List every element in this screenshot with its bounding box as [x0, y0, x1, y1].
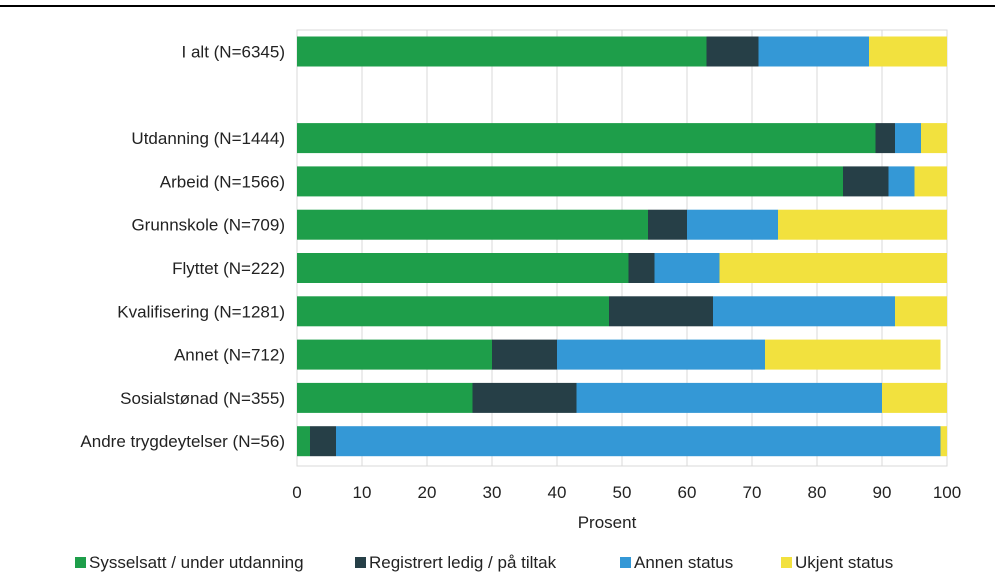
category-label: Utdanning (N=1444) — [131, 129, 285, 148]
category-label: Flyttet (N=222) — [172, 259, 285, 278]
bar-segment — [297, 253, 629, 283]
legend-label: Ukjent status — [795, 553, 893, 572]
category-label: Grunnskole (N=709) — [131, 216, 285, 235]
category-label: Annet (N=712) — [174, 346, 285, 365]
legend-swatch — [620, 557, 631, 568]
bar-segment — [940, 426, 947, 457]
category-label: Sosialstønad (N=355) — [120, 389, 285, 408]
x-tick-label: 50 — [613, 483, 632, 502]
bar-segment — [843, 166, 889, 197]
bar-segment — [869, 36, 947, 67]
category-label: Arbeid (N=1566) — [160, 172, 285, 191]
legend-label: Annen status — [634, 553, 733, 572]
bar-segment — [875, 123, 895, 154]
bar-segment — [472, 382, 577, 413]
bar-segment — [706, 36, 759, 67]
bar-segment — [336, 426, 941, 457]
category-labels: I alt (N=6345) Utdanning (N=1444) Arbeid (… — [80, 43, 285, 452]
legend: Sysselsatt / under utdanning Registrert l… — [75, 553, 893, 572]
bar-segment — [609, 296, 713, 327]
bar-segment — [888, 166, 915, 197]
bar-segment — [687, 209, 778, 240]
x-tick-label: 0 — [292, 483, 301, 502]
bar-segment — [492, 339, 557, 370]
bar-segment — [778, 209, 947, 240]
gridlines — [296, 29, 948, 467]
bar-segment — [297, 339, 492, 370]
bar-segment — [895, 123, 921, 154]
legend-swatch — [781, 557, 792, 568]
bar-segment — [310, 426, 336, 457]
x-tick-label: 100 — [933, 483, 961, 502]
legend-label: Registrert ledig / på tiltak — [369, 553, 557, 572]
bar-segment — [654, 253, 720, 283]
category-label: Andre trygdeytelser (N=56) — [80, 432, 285, 451]
bars — [297, 36, 947, 457]
x-tick-label: 80 — [808, 483, 827, 502]
category-label: Kvalifisering (N=1281) — [117, 302, 285, 321]
x-axis-ticks: 0 10 20 30 40 50 60 70 80 90 100 — [292, 483, 961, 502]
x-tick-label: 20 — [418, 483, 437, 502]
bar-segment — [713, 296, 895, 327]
x-tick-label: 90 — [873, 483, 892, 502]
bar-segment — [921, 123, 947, 154]
legend-swatch — [75, 557, 86, 568]
x-tick-label: 10 — [353, 483, 372, 502]
x-tick-label: 30 — [483, 483, 502, 502]
bar-segment — [297, 166, 843, 197]
legend-label: Sysselsatt / under utdanning — [89, 553, 304, 572]
bar-segment — [297, 382, 473, 413]
x-tick-label: 40 — [548, 483, 567, 502]
legend-swatch — [355, 557, 366, 568]
plot-frame — [296, 29, 948, 467]
bar-segment — [297, 209, 648, 240]
bar-segment — [557, 339, 765, 370]
bar-segment — [297, 36, 707, 67]
bar-segment — [914, 166, 947, 197]
bar-segment — [765, 339, 941, 370]
bar-segment — [758, 36, 869, 67]
bar-segment — [297, 296, 609, 327]
bar-segment — [882, 382, 947, 413]
x-tick-label: 60 — [678, 483, 697, 502]
bar-segment — [895, 296, 947, 327]
bar-segment — [297, 123, 876, 154]
bar-segment — [648, 209, 687, 240]
bar-segment — [719, 253, 947, 283]
category-label: I alt (N=6345) — [182, 43, 285, 62]
bar-segment — [628, 253, 655, 283]
x-axis-title: Prosent — [578, 513, 637, 532]
bar-segment — [576, 382, 882, 413]
x-tick-label: 70 — [743, 483, 762, 502]
bar-segment — [297, 426, 310, 457]
